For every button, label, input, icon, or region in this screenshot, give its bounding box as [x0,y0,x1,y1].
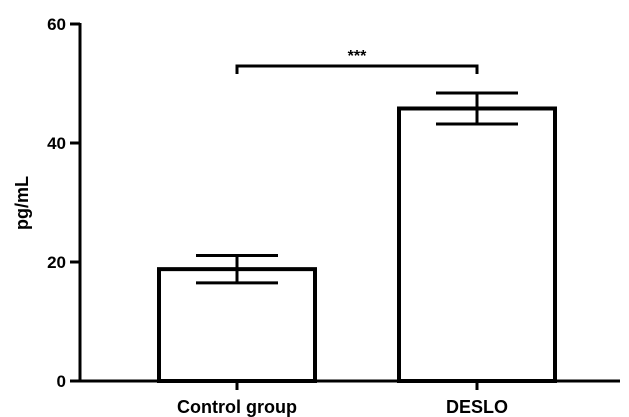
y-tick-label: 60 [47,15,66,34]
bar-control-group [157,267,317,384]
x-tick-label: Control group [177,397,297,417]
x-tick-label: DESLO [446,397,508,417]
significance-label: *** [348,48,367,65]
bar-deslo [397,106,557,384]
y-axis-title: pg/mL [12,176,32,230]
x-axis: Control group DESLO [78,379,620,417]
y-tick-label: 40 [47,134,66,153]
bars [157,106,557,384]
error-bars [196,91,518,285]
y-axis: 0 20 40 60 [47,15,82,391]
y-tick-label: 0 [57,372,66,391]
significance-bracket [235,64,479,74]
significance-annotation: *** [235,48,479,74]
y-tick-label: 20 [47,253,66,272]
